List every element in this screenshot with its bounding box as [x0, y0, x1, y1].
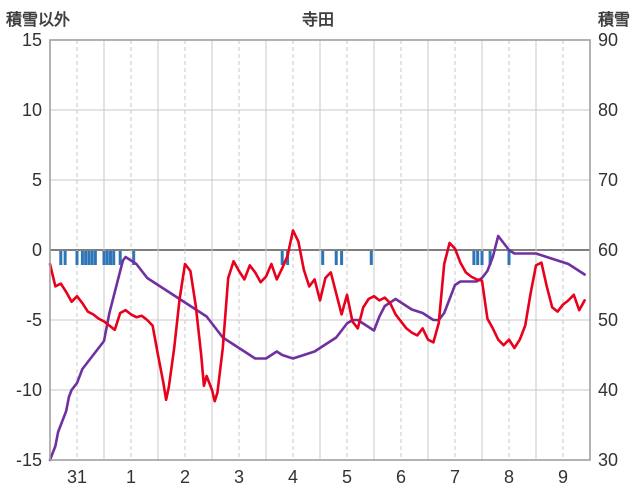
precipitation-tick	[63, 251, 67, 265]
svg-text:4: 4	[288, 467, 298, 487]
purple-series-line	[48, 234, 586, 462]
red-series-line	[48, 229, 586, 403]
precipitation-tick	[132, 251, 136, 265]
precipitation-tick	[75, 251, 79, 265]
svg-text:2: 2	[180, 467, 190, 487]
svg-text:-5: -5	[26, 310, 42, 330]
svg-text:60: 60	[598, 240, 618, 260]
svg-text:7: 7	[450, 467, 460, 487]
svg-text:0: 0	[32, 240, 42, 260]
precipitation-tick	[321, 251, 325, 265]
svg-text:31: 31	[67, 467, 87, 487]
svg-text:90: 90	[598, 30, 618, 50]
svg-text:15: 15	[22, 30, 42, 50]
precipitation-tick	[93, 251, 97, 265]
precipitation-tick	[105, 251, 109, 265]
precipitation-tick	[59, 251, 63, 265]
svg-text:8: 8	[504, 467, 514, 487]
precipitation-tick	[488, 251, 492, 265]
precipitation-tick	[80, 251, 84, 265]
event-marks-layer	[59, 251, 511, 265]
header-bar: 積雪以外 寺田 積雪	[0, 4, 636, 30]
precipitation-tick	[472, 251, 476, 265]
precipitation-tick	[280, 251, 284, 265]
x-axis-tick-labels: 31 1 2 3 4 5 6 7 8 9	[67, 467, 568, 487]
precipitation-tick	[87, 251, 91, 265]
svg-text:50: 50	[598, 310, 618, 330]
precipitation-tick	[334, 251, 338, 265]
chart-title: 寺田	[301, 12, 334, 29]
svg-text:-10: -10	[16, 380, 42, 400]
precipitation-tick	[112, 251, 116, 265]
svg-text:70: 70	[598, 170, 618, 190]
svg-text:10: 10	[22, 100, 42, 120]
precipitation-tick	[507, 251, 511, 265]
precipitation-tick	[108, 251, 112, 265]
precipitation-tick	[369, 251, 373, 265]
precipitation-tick	[340, 251, 344, 265]
svg-text:1: 1	[126, 467, 136, 487]
precipitation-tick	[90, 251, 94, 265]
left-axis-title: 積雪以外	[6, 12, 71, 29]
svg-text:3: 3	[234, 467, 244, 487]
svg-text:6: 6	[396, 467, 406, 487]
svg-text:40: 40	[598, 380, 618, 400]
svg-text:-15: -15	[16, 450, 42, 470]
right-axis-tick-labels: 90 80 70 60 50 40 30	[598, 30, 618, 470]
svg-text:80: 80	[598, 100, 618, 120]
precipitation-tick	[476, 251, 480, 265]
svg-text:5: 5	[342, 467, 352, 487]
precipitation-tick	[84, 251, 88, 265]
left-axis-tick-labels: 15 10 5 0 -5 -10 -15	[16, 30, 42, 470]
svg-text:9: 9	[558, 467, 568, 487]
precipitation-tick	[102, 251, 106, 265]
precipitation-tick	[118, 251, 122, 265]
right-axis-title: 積雪	[597, 12, 630, 29]
svg-text:30: 30	[598, 450, 618, 470]
precipitation-tick	[480, 251, 484, 265]
svg-text:5: 5	[32, 170, 42, 190]
plot-frame	[49, 39, 591, 461]
